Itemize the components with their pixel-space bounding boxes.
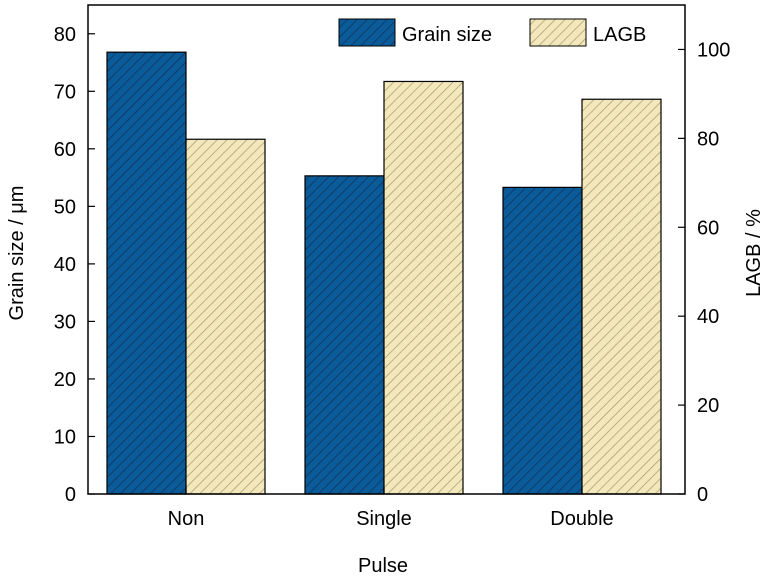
x-tick-label-non: Non <box>168 508 205 530</box>
bar-lagb-double <box>581 98 662 495</box>
right-tick-label: 80 <box>697 128 719 150</box>
left-y-axis: 0 10 20 30 40 50 60 70 80 <box>54 24 95 506</box>
legend-swatch-grain-size <box>338 18 396 47</box>
right-tick-label: 20 <box>697 395 719 417</box>
plot-frame <box>87 4 686 495</box>
legend-label-grain-size: Grain size <box>402 24 492 46</box>
left-tick-label: 70 <box>54 81 76 103</box>
bar-lagb-single <box>383 80 464 495</box>
legend: Grain size LAGB <box>338 18 646 47</box>
right-tick-label: 60 <box>697 217 719 239</box>
right-tick-label: 0 <box>697 484 708 506</box>
left-tick-label: 10 <box>54 426 76 448</box>
legend-swatch-lagb <box>529 18 587 47</box>
bar-grain-size-double <box>502 186 583 495</box>
legend-label-lagb: LAGB <box>593 24 646 46</box>
right-y-axis: 0 20 40 60 80 100 <box>678 39 730 506</box>
x-axis: Non Single Double <box>168 487 614 530</box>
left-tick-label: 0 <box>65 484 76 506</box>
x-tick-label-double: Double <box>550 508 613 530</box>
x-axis-title: Pulse <box>358 555 408 576</box>
right-tick-label: 100 <box>697 39 730 61</box>
right-tick-label: 40 <box>697 306 719 328</box>
right-y-axis-title: LAGB / % <box>743 209 765 297</box>
left-tick-label: 30 <box>54 311 76 333</box>
left-tick-label: 50 <box>54 196 76 218</box>
left-y-axis-title: Grain size / μm <box>6 186 28 321</box>
left-tick-label: 40 <box>54 254 76 276</box>
x-tick-label-single: Single <box>356 508 412 530</box>
left-tick-label: 60 <box>54 139 76 161</box>
bar-grain-size-non <box>106 51 187 495</box>
bar-lagb-non <box>185 138 266 495</box>
left-tick-label: 20 <box>54 369 76 391</box>
bars <box>106 51 662 495</box>
left-tick-label: 80 <box>54 24 76 46</box>
bar-grain-size-single <box>304 175 385 495</box>
